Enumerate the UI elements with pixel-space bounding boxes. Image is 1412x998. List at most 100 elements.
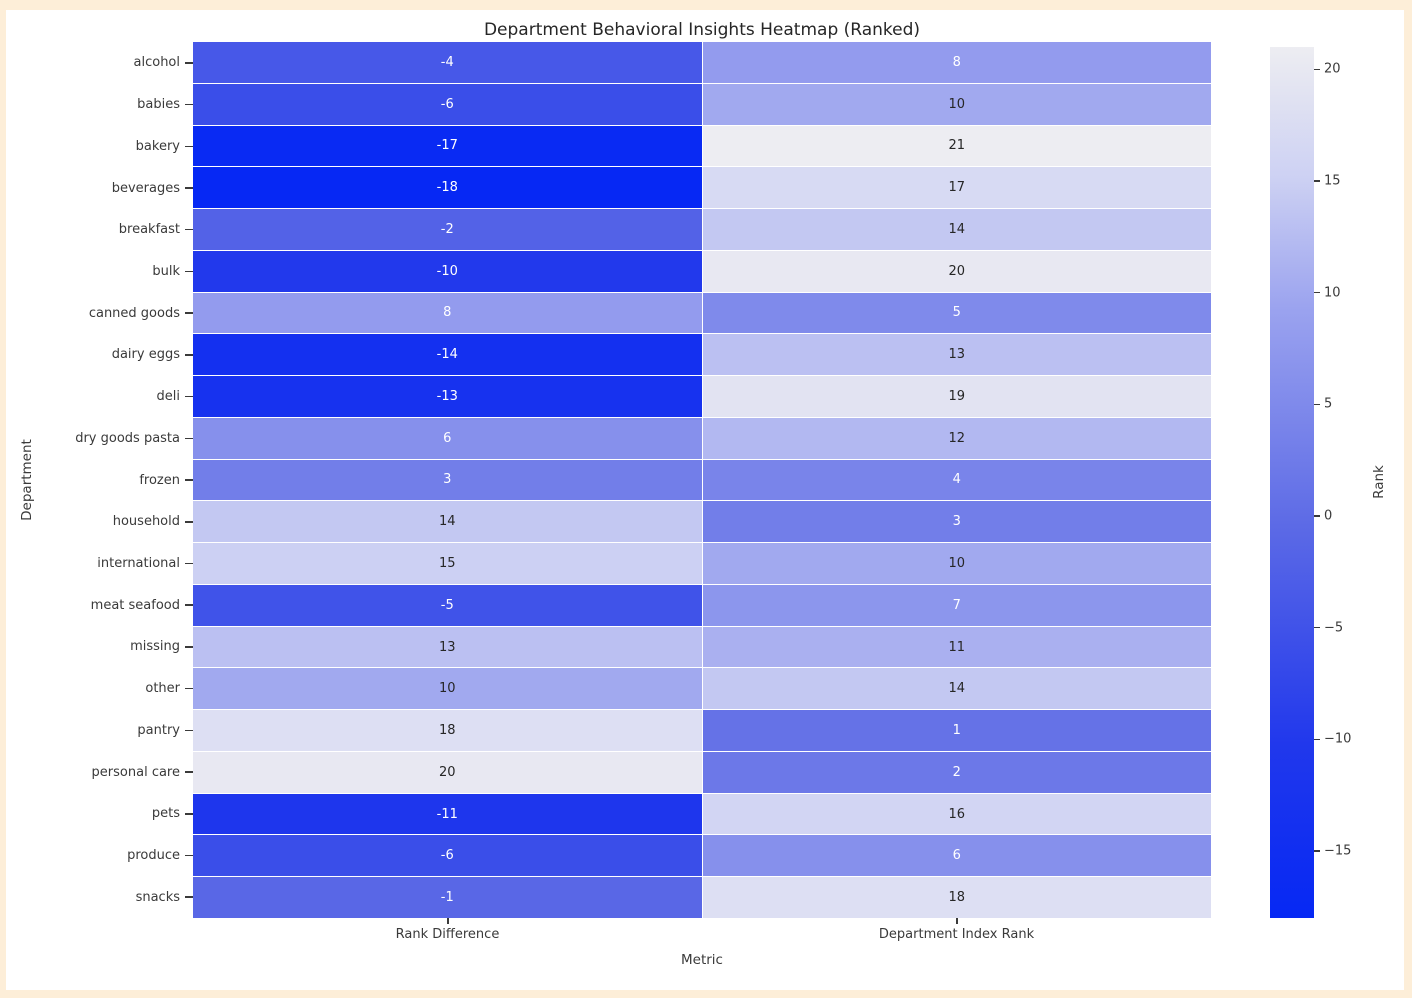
y-tick — [185, 751, 193, 793]
chart-title: Department Behavioral Insights Heatmap (… — [483, 20, 921, 40]
y-tick-label: pantry — [137, 722, 180, 738]
y-tick — [185, 251, 193, 293]
colorbar-tick — [1314, 515, 1320, 517]
heatmap-cell: 20 — [193, 751, 702, 793]
heatmap-cell: 11 — [702, 626, 1211, 668]
heatmap-cell: 21 — [702, 125, 1211, 167]
heatmap-cell: 10 — [702, 543, 1211, 584]
y-tick-label: alcohol — [133, 55, 180, 71]
heatmap-cell: -6 — [193, 835, 702, 877]
y-tick-label: frozen — [139, 472, 180, 488]
heatmap-cell: -5 — [193, 584, 702, 626]
heatmap-cell: -14 — [193, 334, 702, 376]
y-tick-label: breakfast — [118, 222, 180, 238]
y-tick-label: personal care — [91, 764, 180, 780]
y-tick — [185, 376, 193, 418]
y-tick — [185, 793, 193, 835]
colorbar-tick-label: 15 — [1324, 173, 1341, 189]
y-tick-label: produce — [127, 848, 180, 864]
heatmap-cell: 13 — [193, 626, 702, 668]
colorbar-tick — [1314, 850, 1320, 852]
y-tick — [185, 876, 193, 918]
heatmap-cell: 16 — [702, 793, 1211, 835]
y-axis-label: Department — [19, 439, 35, 521]
y-tick — [185, 710, 193, 752]
heatmap-cell: 3 — [193, 459, 702, 501]
y-tick-label: dairy eggs — [111, 347, 180, 363]
heatmap-cell: -4 — [193, 42, 702, 83]
y-tick — [185, 209, 193, 251]
y-tick-label: dry goods pasta — [75, 430, 180, 446]
heatmap-cell: -18 — [193, 167, 702, 209]
y-tick-label: deli — [156, 389, 180, 405]
y-tick — [185, 626, 193, 668]
colorbar-tick — [1314, 68, 1320, 71]
colorbar-tick-label: −15 — [1324, 843, 1352, 859]
heatmap-cell: 15 — [193, 543, 702, 584]
y-tick-label: canned goods — [88, 305, 180, 321]
heatmap-cell: 14 — [702, 668, 1211, 710]
heatmap-cell: 20 — [702, 250, 1211, 292]
x-axis-label: Metric — [681, 952, 723, 968]
colorbar: 20 15 10 5 0 −5 −10 −15 — [1270, 47, 1351, 918]
y-tick-label: meat seafood — [90, 597, 180, 613]
colorbar-tick-label: 0 — [1324, 508, 1333, 524]
y-tick — [185, 835, 193, 877]
heatmap-cell: -10 — [193, 250, 702, 292]
colorbar-tick-label: 5 — [1324, 396, 1333, 412]
colorbar-tick — [1314, 403, 1320, 406]
y-tick-label: bakery — [135, 138, 180, 154]
y-tick-label: beverages — [111, 180, 180, 196]
y-tick — [185, 543, 193, 585]
y-tick — [185, 125, 193, 167]
heatmap-cell: 12 — [702, 417, 1211, 459]
heatmap-cell: -2 — [193, 209, 702, 250]
heatmap-cell: 5 — [702, 292, 1211, 334]
colorbar-tick — [1314, 626, 1320, 629]
y-tick-label: babies — [137, 97, 180, 113]
heatmap-cell: 18 — [702, 877, 1211, 918]
x-tick-department-index-rank — [956, 918, 958, 924]
heatmap-cell: 8 — [702, 42, 1211, 83]
y-tick — [185, 84, 193, 126]
y-tick-label: bulk — [152, 263, 180, 279]
heatmap-cell: -1 — [193, 877, 702, 918]
heatmap-cell: -6 — [193, 83, 702, 125]
heatmap-cell: -11 — [193, 793, 702, 835]
colorbar-tick-label: 20 — [1324, 61, 1341, 77]
colorbar-tick-label: −10 — [1324, 731, 1352, 747]
heatmap-cell: 19 — [702, 376, 1211, 417]
heatmap-cell: 14 — [702, 209, 1211, 250]
heatmap-cell: 10 — [193, 668, 702, 710]
y-axis-ticks — [185, 42, 193, 918]
y-tick-label: international — [97, 555, 180, 571]
colorbar-tick — [1314, 180, 1320, 182]
y-tick — [185, 167, 193, 209]
heatmap-cell: 10 — [702, 83, 1211, 125]
y-tick — [185, 668, 193, 710]
heatmap-cell: 3 — [702, 501, 1211, 543]
y-tick — [185, 459, 193, 501]
heatmap-cell: 4 — [702, 459, 1211, 501]
y-tick-label: other — [145, 681, 180, 697]
y-tick — [185, 584, 193, 626]
y-tick — [185, 501, 193, 543]
colorbar-label: Rank — [1371, 465, 1387, 499]
heatmap-cell: 6 — [193, 417, 702, 459]
heatmap-cell: 2 — [702, 751, 1211, 793]
x-tick-label-rank-difference: Rank Difference — [395, 927, 500, 942]
heatmap-cell: 17 — [702, 167, 1211, 209]
heatmap-cell: 13 — [702, 334, 1211, 376]
heatmap-cell: -13 — [193, 376, 702, 417]
y-tick-label: snacks — [135, 889, 180, 905]
y-axis-tick-labels: alcohol babies bakery beverages breakfast bul… — [0, 42, 180, 918]
heatmap-cell: 1 — [702, 710, 1211, 751]
x-tick-label-department-index-rank: Department Index Rank — [878, 927, 1035, 942]
y-tick — [185, 417, 193, 459]
colorbar-tick-label: −5 — [1324, 620, 1344, 636]
heatmap-cell: 8 — [193, 292, 702, 334]
heatmap-cell: -17 — [193, 125, 702, 167]
heatmap-cell: 7 — [702, 584, 1211, 626]
y-tick-label: pets — [151, 806, 180, 822]
